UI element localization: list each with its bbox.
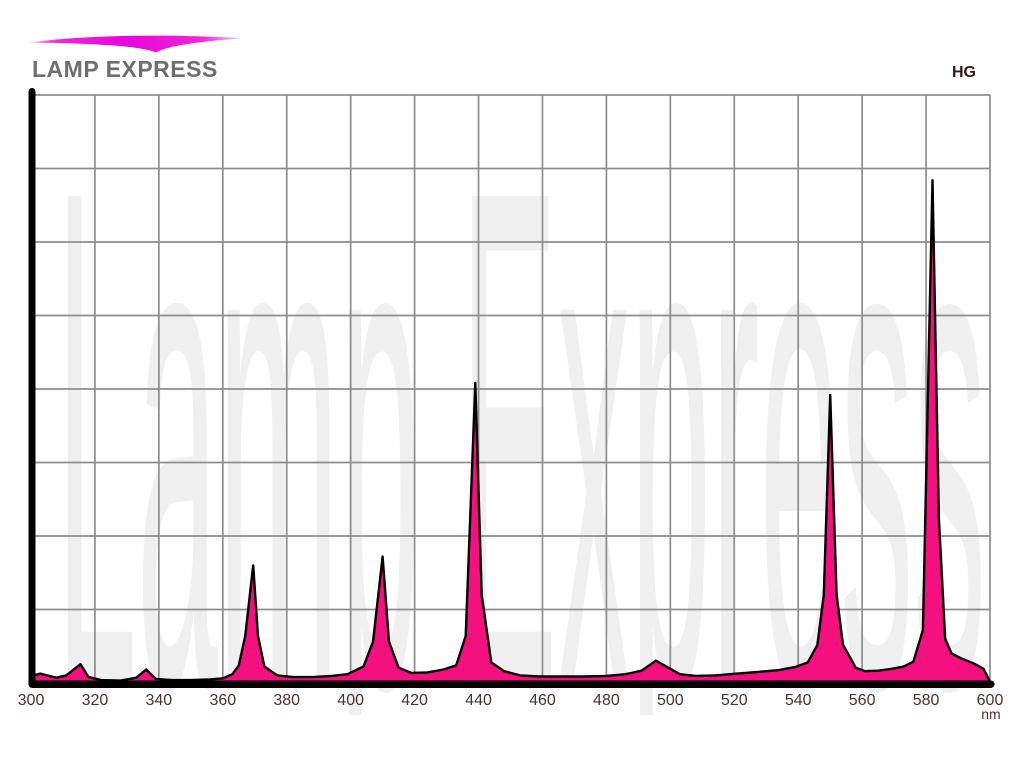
x-tick-label: 600 (976, 692, 1004, 709)
x-tick-label: 320 (81, 692, 109, 709)
y-axis-bar (28, 88, 36, 687)
brand-name: LAMP EXPRESS (32, 56, 218, 82)
x-tick-label: 340 (145, 692, 173, 709)
x-tick-label: 460 (529, 692, 556, 709)
lamp-code-label: HG (952, 64, 976, 81)
x-tick-label: 540 (784, 692, 812, 709)
x-tick-label: 480 (593, 692, 620, 709)
x-tick-label: 380 (273, 692, 301, 709)
x-tick-label: 520 (720, 692, 748, 709)
x-axis-tick-labels: 300 320 340 360 380 400 420 440 460 480 500 520 540 5… (0, 692, 1024, 714)
x-tick-label: 500 (656, 692, 684, 709)
x-tick-label: 360 (209, 692, 237, 709)
x-tick-label: 440 (465, 692, 492, 709)
x-tick-label: 420 (401, 692, 428, 709)
x-tick-label: 300 (17, 692, 45, 709)
x-tick-label: 400 (337, 692, 365, 709)
x-tick-label: 580 (912, 692, 940, 709)
swoosh-icon (29, 35, 239, 53)
x-axis-bar (28, 680, 995, 688)
x-axis-unit-label: nm (981, 706, 1001, 722)
spectrum-outline (30, 179, 992, 683)
x-tick-label: 560 (848, 692, 876, 709)
